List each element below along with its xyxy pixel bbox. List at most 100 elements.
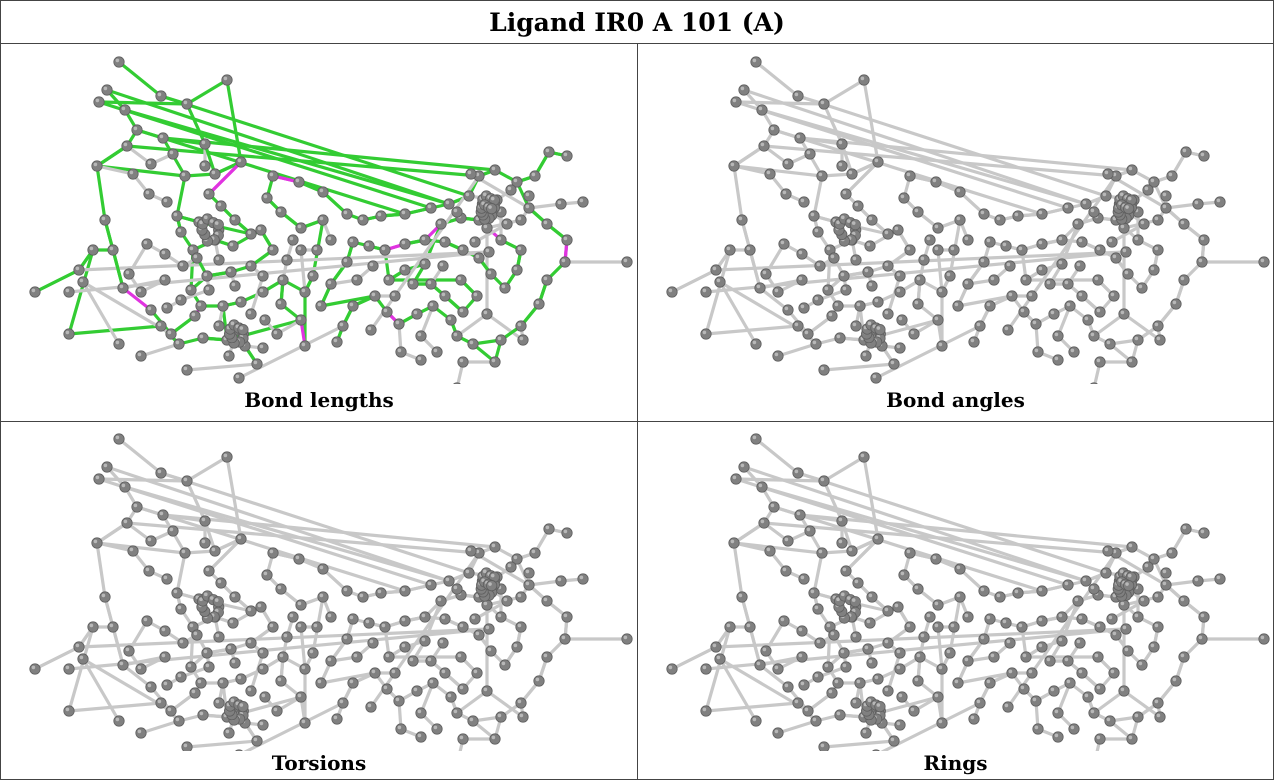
atom-highlight bbox=[1002, 242, 1007, 247]
atom-highlight bbox=[230, 321, 235, 326]
atom-highlight bbox=[517, 623, 522, 628]
atom bbox=[1118, 685, 1130, 697]
atom-highlight bbox=[517, 216, 522, 221]
atom-highlight bbox=[876, 326, 881, 330]
bond bbox=[105, 88, 451, 206]
atom bbox=[852, 577, 864, 589]
bond bbox=[796, 471, 1108, 575]
atom bbox=[415, 731, 427, 743]
atom-highlight bbox=[864, 645, 869, 650]
atom-highlight bbox=[247, 687, 252, 692]
atom bbox=[357, 591, 369, 603]
atom bbox=[347, 300, 359, 312]
atom bbox=[846, 168, 858, 180]
atom-highlight bbox=[473, 669, 478, 674]
atom bbox=[1026, 667, 1038, 679]
atom bbox=[1044, 655, 1056, 667]
atom bbox=[523, 567, 535, 579]
atom bbox=[1036, 238, 1048, 250]
atom bbox=[191, 252, 203, 264]
atom bbox=[275, 206, 287, 218]
atom bbox=[399, 585, 411, 597]
atom bbox=[113, 56, 125, 68]
atom bbox=[978, 256, 990, 268]
atom-highlight bbox=[732, 98, 737, 103]
atom-highlight bbox=[327, 657, 332, 662]
atom-highlight bbox=[1090, 709, 1095, 714]
atom bbox=[435, 218, 447, 230]
atom-highlight bbox=[774, 729, 779, 734]
bond bbox=[225, 455, 243, 541]
atom-highlight bbox=[137, 729, 142, 734]
atom-highlight bbox=[730, 162, 735, 167]
atom-highlight bbox=[752, 58, 757, 63]
atom bbox=[1030, 695, 1042, 707]
atom bbox=[738, 461, 750, 473]
atom bbox=[954, 186, 966, 198]
atom bbox=[257, 270, 269, 282]
bond bbox=[95, 541, 135, 553]
atom bbox=[515, 697, 527, 709]
atom bbox=[457, 733, 469, 745]
atom-highlight bbox=[1106, 340, 1111, 345]
atom-highlight bbox=[1108, 615, 1113, 620]
atom bbox=[107, 621, 119, 633]
atom bbox=[1198, 611, 1210, 623]
atom bbox=[930, 553, 942, 565]
bond bbox=[732, 541, 772, 553]
atom bbox=[399, 615, 411, 627]
atom-highlight bbox=[227, 645, 232, 650]
atom bbox=[1062, 202, 1074, 214]
atom-highlight bbox=[732, 475, 737, 480]
atom-highlight bbox=[762, 270, 767, 275]
atom bbox=[29, 286, 41, 298]
atom bbox=[772, 663, 784, 675]
atom-highlight bbox=[543, 276, 548, 281]
atom-highlight bbox=[497, 236, 502, 241]
atom bbox=[561, 611, 573, 623]
atom bbox=[201, 270, 213, 282]
atom bbox=[533, 675, 545, 687]
atom bbox=[515, 591, 527, 603]
bond bbox=[33, 268, 81, 294]
atom bbox=[924, 234, 936, 246]
atom bbox=[792, 90, 804, 102]
atom bbox=[365, 701, 377, 713]
atom bbox=[543, 523, 555, 535]
atom-highlight bbox=[726, 623, 731, 628]
bond bbox=[822, 102, 844, 146]
bond bbox=[455, 312, 489, 338]
atom-highlight bbox=[1120, 310, 1125, 315]
atom-highlight bbox=[890, 737, 895, 742]
atom-highlight bbox=[780, 617, 785, 622]
atom-highlight bbox=[1058, 260, 1063, 265]
atom-highlight bbox=[894, 603, 899, 608]
atom bbox=[465, 545, 477, 557]
atom bbox=[379, 621, 391, 633]
atom-highlight bbox=[183, 743, 188, 748]
atom-highlight bbox=[848, 170, 853, 175]
atom bbox=[486, 203, 498, 215]
bond bbox=[185, 455, 229, 483]
atom bbox=[197, 332, 209, 344]
atom-highlight bbox=[465, 192, 470, 197]
bond bbox=[758, 663, 790, 689]
atom bbox=[796, 274, 808, 286]
atom bbox=[157, 132, 169, 144]
bond bbox=[822, 739, 896, 749]
atom-highlight bbox=[1180, 276, 1185, 281]
atom bbox=[203, 661, 215, 673]
atom-highlight bbox=[798, 276, 803, 281]
atom bbox=[1076, 613, 1088, 625]
atom bbox=[275, 298, 287, 310]
atom bbox=[195, 677, 207, 689]
atom-highlight bbox=[475, 631, 480, 636]
atom-highlight bbox=[1150, 178, 1155, 183]
atom bbox=[1090, 382, 1098, 384]
atom-highlight bbox=[183, 477, 188, 482]
atom-highlight bbox=[1112, 631, 1117, 636]
bond bbox=[125, 144, 481, 178]
atom-highlight bbox=[327, 236, 332, 241]
atom bbox=[814, 637, 826, 649]
atom-highlight bbox=[846, 596, 851, 600]
